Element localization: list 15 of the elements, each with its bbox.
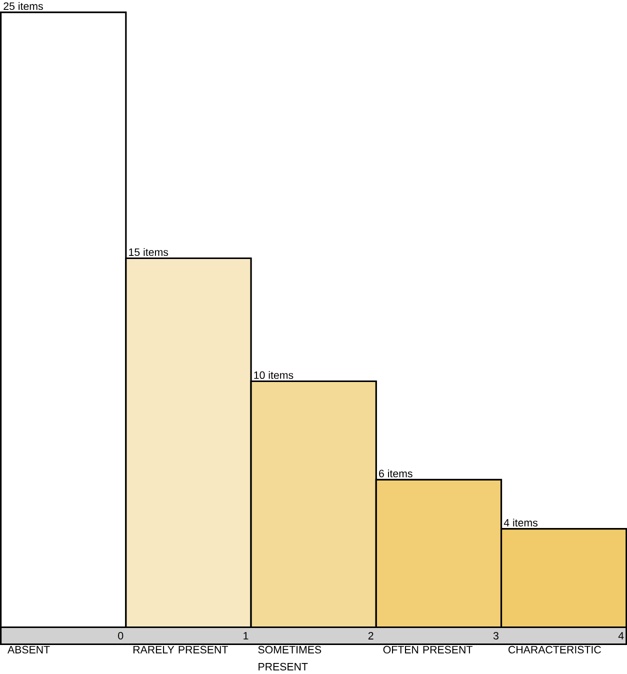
- data-label: 6 items: [378, 469, 412, 478]
- x-tick-label: OFTEN PRESENT: [383, 646, 472, 654]
- data-label: 15 items: [128, 248, 168, 256]
- x-tick-label: RARELY PRESENT: [133, 646, 228, 654]
- data-label: 10 items: [254, 371, 294, 379]
- x-tick-label: SOMETIMES PRESENT: [258, 646, 321, 670]
- x-tick-label: ABSENT: [7, 646, 50, 654]
- x-tick-label: CHARACTERISTIC: [508, 646, 601, 654]
- text: 2: [368, 632, 374, 640]
- data-label: 25 items: [4, 2, 43, 10]
- text: 4: [618, 632, 624, 640]
- text: 1: [244, 632, 248, 640]
- data-label: 4 items: [504, 518, 538, 526]
- text: 0: [118, 632, 124, 640]
- text: 3: [493, 632, 498, 640]
